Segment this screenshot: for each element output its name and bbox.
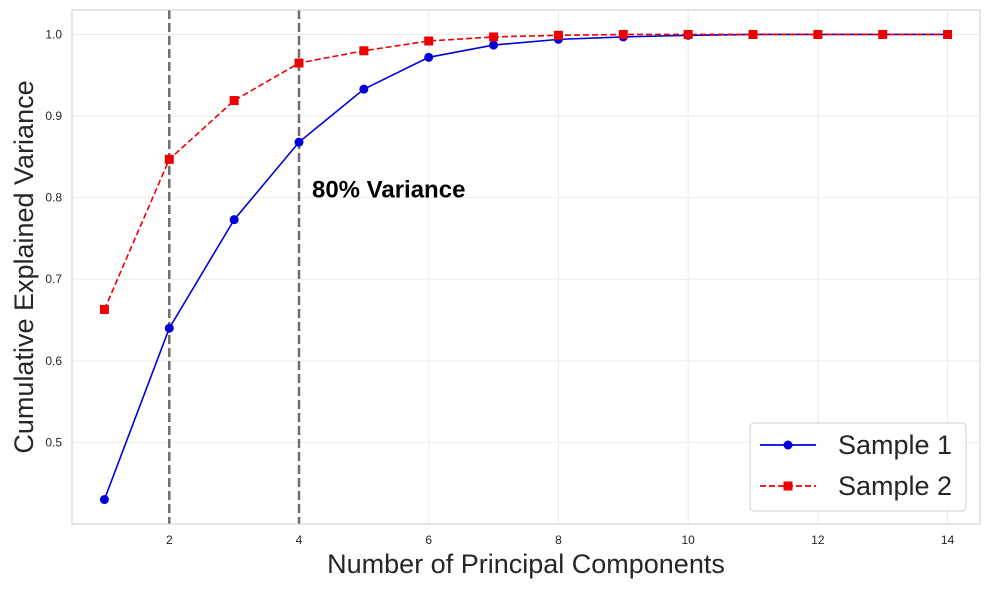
y-axis-label: Cumulative Explained Variance [9, 80, 39, 453]
legend-marker [783, 440, 793, 450]
data-point [489, 32, 499, 42]
x-tick-label: 4 [296, 533, 303, 547]
x-tick-label: 2 [166, 533, 173, 547]
data-point [164, 323, 174, 333]
data-point [813, 29, 823, 39]
data-point [99, 495, 109, 505]
annotations: 80% Variance [312, 177, 465, 204]
data-point [489, 40, 499, 50]
series-2 [99, 29, 953, 314]
data-point [618, 29, 628, 39]
y-tick-label: 1.0 [45, 27, 62, 41]
series [99, 29, 953, 505]
data-point [164, 154, 174, 164]
data-point [943, 29, 953, 39]
x-tick-label: 14 [941, 533, 955, 547]
data-point [99, 304, 109, 314]
legend: Sample 1 Sample 2 [749, 422, 967, 512]
series-line [103, 33, 948, 310]
data-point [229, 215, 239, 225]
y-tick-label: 0.8 [45, 191, 62, 205]
x-tick-label: 8 [555, 533, 562, 547]
data-point [424, 52, 434, 62]
series-line [103, 33, 948, 500]
x-axis-label: Number of Principal Components [327, 549, 725, 579]
data-point [748, 29, 758, 39]
y-tick-label: 0.5 [45, 435, 62, 449]
legend-label: Sample 2 [838, 471, 952, 501]
threshold-lines [168, 10, 301, 524]
data-point [683, 29, 693, 39]
variance-annotation: 80% Variance [312, 177, 465, 204]
y-tick-label: 0.9 [45, 109, 62, 123]
y-tick-label: 0.7 [45, 272, 62, 286]
data-point [229, 96, 239, 106]
x-tick-label: 10 [681, 533, 695, 547]
data-point [294, 137, 304, 147]
data-point [359, 46, 369, 56]
data-point [294, 58, 304, 68]
x-tick-label: 6 [425, 533, 432, 547]
data-point [424, 36, 434, 46]
y-tick-label: 0.6 [45, 354, 62, 368]
tick-labels: 2 4 6 8 10 12 14 0.5 0.6 0.7 0.8 0.9 1.0 [45, 27, 954, 547]
legend-marker [783, 481, 793, 491]
data-point [553, 30, 563, 40]
plot-frame [71, 9, 981, 525]
data-point [878, 29, 888, 39]
x-tick-label: 12 [811, 533, 825, 547]
legend-label: Sample 1 [838, 430, 952, 460]
data-point [359, 84, 369, 94]
grid [72, 10, 980, 524]
